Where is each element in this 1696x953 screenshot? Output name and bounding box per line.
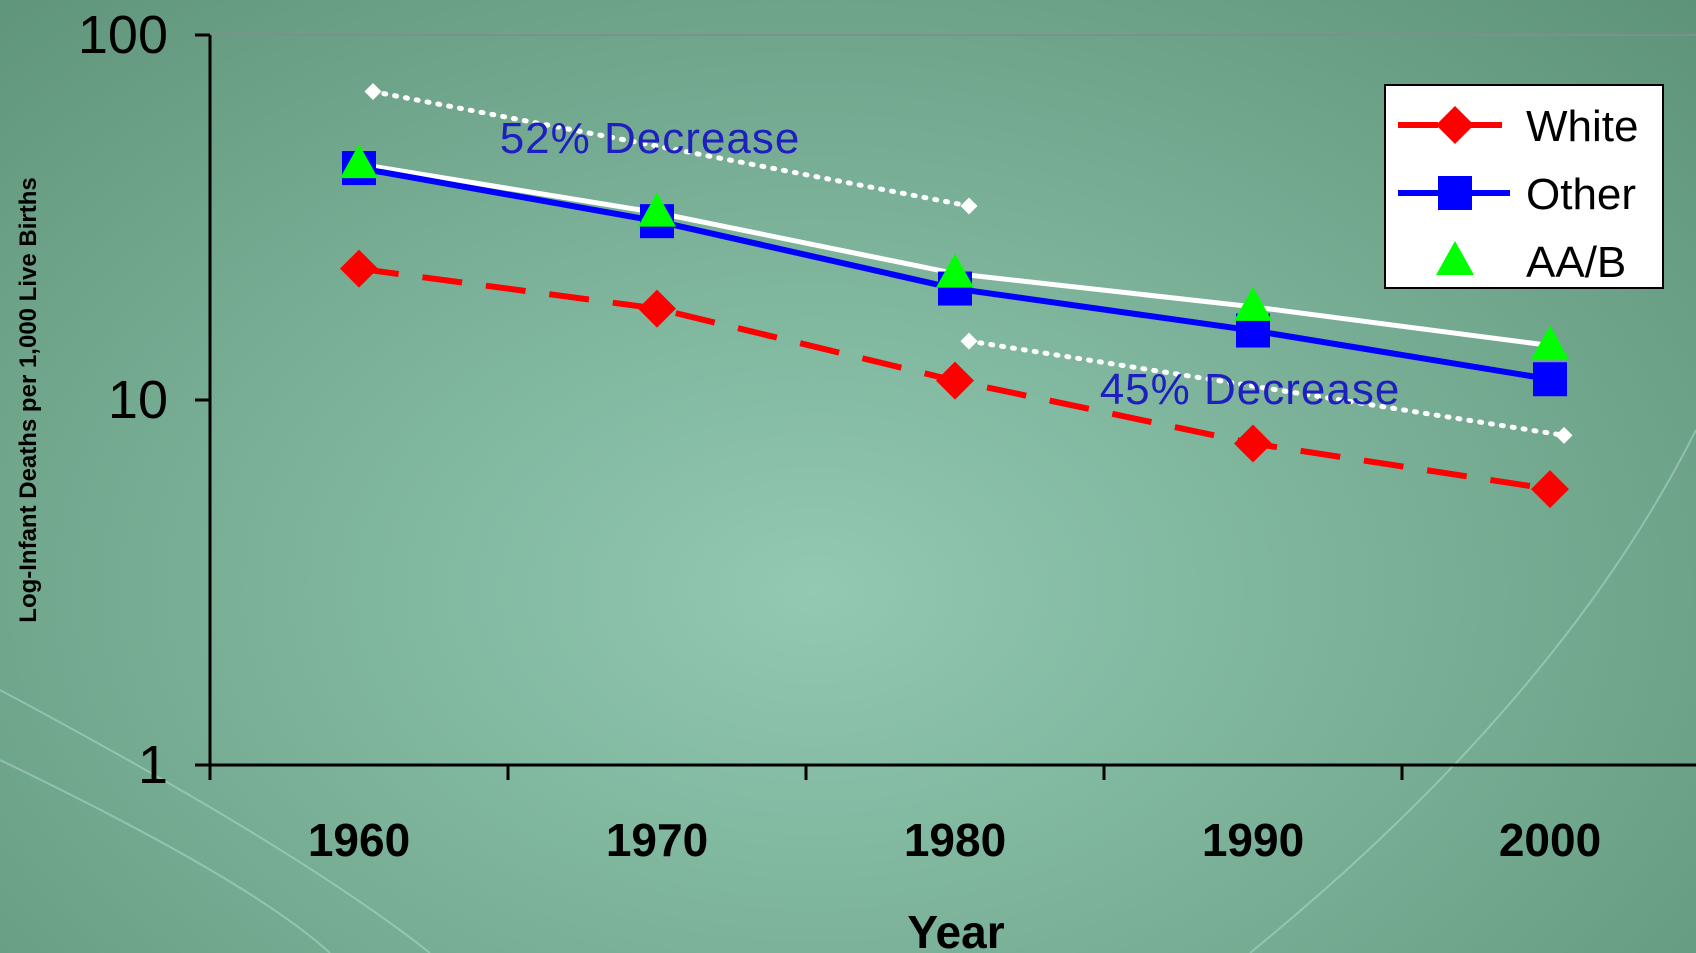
trend-endpoint	[960, 197, 978, 215]
data-point-diamond	[1436, 106, 1474, 144]
annotation-label: 52% Decrease	[500, 114, 801, 163]
x-tick-label: 1970	[606, 814, 708, 866]
annotations: 52% Decrease 45% Decrease	[364, 83, 1573, 444]
legend: White Other AA/B	[1384, 84, 1664, 289]
data-point-triangle	[936, 253, 974, 288]
trend-line	[370, 89, 972, 209]
data-point-square	[1438, 176, 1472, 210]
y-axis-title: Log-Infant Deaths per 1,000 Live Births	[15, 177, 42, 622]
data-point-square	[1533, 362, 1567, 397]
y-tick-label: 1	[138, 735, 168, 795]
background-decoration	[0, 429, 1696, 953]
data-point-diamond	[1531, 470, 1569, 509]
data-point-triangle	[638, 192, 676, 227]
legend-box	[1384, 84, 1664, 289]
y-tick-label: 10	[108, 370, 168, 430]
x-axis-ticks: 1960 1970 1980 1990 2000	[208, 765, 1601, 866]
trend-endpoint	[960, 332, 978, 350]
series-layer	[340, 144, 1569, 509]
data-point-diamond	[936, 361, 974, 400]
data-point-triangle	[1436, 241, 1474, 275]
data-point-triangle	[1531, 325, 1569, 360]
trend-line	[966, 338, 1567, 438]
data-point-triangle	[340, 144, 378, 179]
x-axis-title: Year	[907, 906, 1004, 953]
y-tick-label: 100	[78, 5, 168, 65]
data-point-diamond	[340, 249, 378, 288]
x-tick-label: 1960	[308, 814, 410, 866]
annotation-label: 45% Decrease	[1100, 365, 1401, 414]
x-tick-label: 1980	[904, 814, 1006, 866]
legend-label: AA/B	[1526, 238, 1626, 287]
trend-endpoint	[1555, 426, 1573, 444]
trend-endpoint	[364, 83, 382, 101]
legend-label: White	[1526, 102, 1638, 151]
x-tick-label: 1990	[1202, 814, 1304, 866]
data-point-triangle	[1234, 286, 1272, 321]
legend-label: Other	[1526, 170, 1636, 219]
data-point-diamond	[638, 289, 676, 328]
y-axis-ticks: 1 10 100	[78, 5, 210, 795]
x-tick-label: 2000	[1499, 814, 1601, 866]
data-point-diamond	[1234, 424, 1272, 463]
